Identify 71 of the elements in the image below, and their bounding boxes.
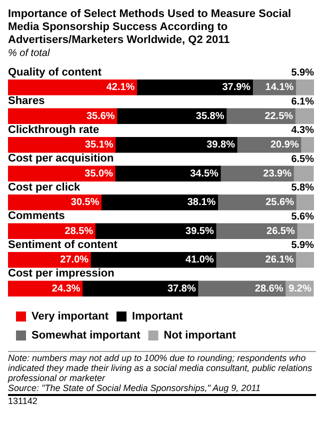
text: Note: numbers may not add up to 100% due to rounding; respondents who indicated they made their living as a social media consultant, public relations professional or marketer [8,353,314,383]
bar [296,194,314,210]
data-label: 14.1% [265,82,294,94]
data-label: 5.9% [291,68,314,79]
data-label: 28.6% [254,283,284,294]
bar [293,166,314,182]
bar [90,252,216,268]
legend-label: Very important [32,310,109,323]
data-label: 35.8% [196,110,224,122]
bar [116,108,227,124]
bar [114,166,221,182]
data-label: 39.5% [186,226,214,237]
data-label: 26.1% [265,254,294,266]
bar [94,223,216,239]
data-label: 42.1% [106,82,135,94]
data-label: 4.3% [291,125,314,136]
data-label: 5.8% [291,182,314,194]
y-tick-label: Cost per click [8,181,82,194]
y-tick-label: Quality of content [8,66,102,78]
text: 131142 [8,394,316,406]
data-label: 39.8% [206,140,236,151]
data-label: 25.6% [266,197,294,208]
data-label: 20.9% [270,140,299,151]
bar [294,108,314,124]
y-tick-label: Sentiment of content [8,238,118,251]
bar [8,137,116,153]
data-label: 9.2% [288,283,312,294]
data-label: 26.5% [266,226,295,237]
bar [8,223,96,239]
data-label: 5.9% [291,240,314,252]
bar [300,137,314,153]
bar [8,194,102,210]
data-label: 30.5% [70,197,100,208]
chart-title: Importance of Select Methods Used to Measure Social Media Sponsorship Success According to Advertisers/Marketers Worldwide, Q2 2011 [8,8,292,47]
y-tick-label: Clickthrough rate [8,124,100,136]
bar [100,194,218,210]
y-tick-label: Shares [8,95,45,108]
y-tick-label: Comments [8,210,65,222]
data-label: 35.1% [84,140,114,151]
bar [82,280,198,296]
bar [295,80,314,96]
bar [8,252,91,268]
data-label: 35.0% [84,168,114,180]
data-label: 35.6% [86,110,115,122]
data-label: 23.9% [263,168,292,180]
bar [136,80,253,96]
legend-label: Not important [164,330,236,342]
data-label: 24.3% [52,283,80,294]
source-note: Source: "The State of Social Media Sponsorships," Aug 9, 2011 [8,383,262,393]
data-label: 5.6% [291,211,314,222]
data-label: 41.0% [186,254,214,266]
data-label: 27.0% [60,254,89,266]
legend-label: Important [132,310,184,323]
bar [296,223,314,239]
data-label: 6.1% [291,96,314,108]
y-tick-label: Cost per impression [8,268,115,280]
data-label: 38.1% [187,197,216,208]
data-label: 37.9% [222,82,251,94]
bar [8,166,116,182]
data-label: 22.5% [264,110,294,122]
bar [8,108,118,124]
data-label: 37.8% [167,283,196,294]
bar [8,80,138,96]
data-label: 6.5% [291,154,314,165]
data-label: 28.5% [64,226,94,237]
bar [114,137,238,153]
y-tick-label: Cost per acquisition [8,152,114,165]
bar [295,252,314,268]
data-label: 34.5% [190,168,219,180]
chart-subtitle: % of total [8,48,51,59]
legend-label: Somewhat important [32,330,141,342]
